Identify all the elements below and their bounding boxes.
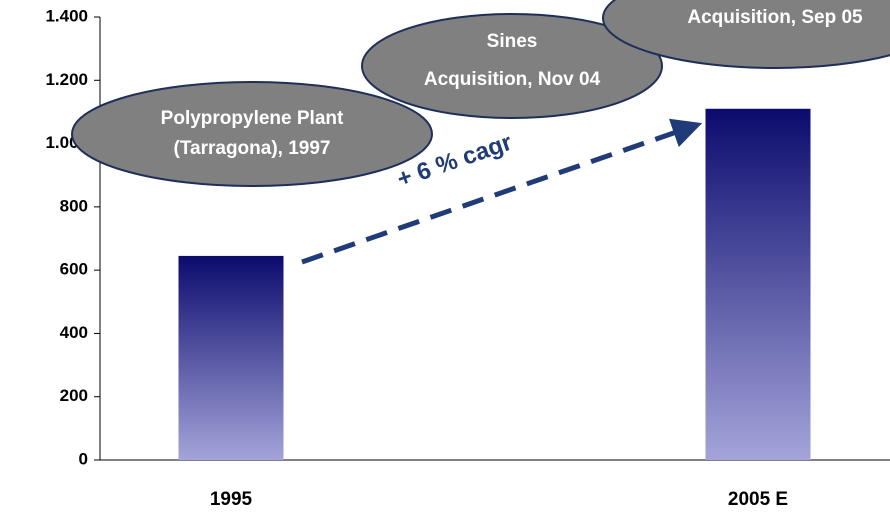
y-tick-label: 0 bbox=[79, 449, 88, 468]
annotation-text: (Tarragona), 1997 bbox=[174, 138, 331, 159]
y-tick-label: 1.400 bbox=[45, 6, 88, 25]
bar bbox=[178, 255, 284, 460]
annotation-text: Acquisition, Sep 05 bbox=[687, 7, 863, 28]
y-tick-label: 600 bbox=[60, 260, 88, 279]
bar bbox=[705, 108, 811, 460]
y-tick-label: 800 bbox=[60, 196, 88, 215]
annotation-bubble bbox=[602, 0, 890, 69]
trend-arrow bbox=[301, 118, 703, 265]
y-tick-label: 400 bbox=[60, 323, 88, 342]
annotation-bubble bbox=[361, 13, 663, 119]
annotation-text: Polypropylene Plant bbox=[161, 108, 344, 129]
annotation-bubble bbox=[71, 81, 433, 187]
annotation-text: Acquisition, Nov 04 bbox=[424, 69, 601, 90]
x-tick-label: 1995 bbox=[210, 489, 253, 510]
x-tick-label: 2005 E bbox=[728, 489, 788, 510]
annotation-text: Sines bbox=[487, 31, 538, 52]
y-tick-label: 1.200 bbox=[45, 70, 88, 89]
y-tick-label: 200 bbox=[60, 386, 88, 405]
